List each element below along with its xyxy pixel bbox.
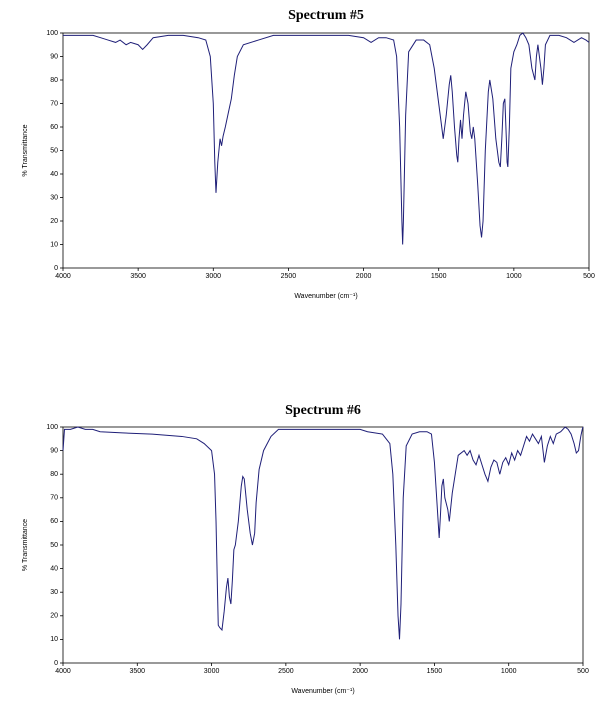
y-tick-label: 70 <box>50 100 58 107</box>
y-tick-label: 90 <box>50 53 58 60</box>
y-tick-label: 20 <box>50 613 58 620</box>
x-tick-label: 3500 <box>130 273 146 280</box>
y-tick-label: 50 <box>50 542 58 549</box>
y-tick-label: 10 <box>50 636 58 643</box>
x-tick-label: 3500 <box>129 668 145 675</box>
y-axis-label: % Transmittance <box>22 519 29 571</box>
y-tick-label: 100 <box>46 424 58 431</box>
x-tick-label: 1000 <box>506 273 522 280</box>
x-axis-label: Wavenumber (cm⁻¹) <box>294 293 357 300</box>
plot-area <box>62 32 590 269</box>
x-tick-label: 1500 <box>427 668 443 675</box>
y-tick-label: 10 <box>50 241 58 248</box>
y-tick-label: 90 <box>50 447 58 454</box>
x-tick-label: 2000 <box>352 668 368 675</box>
x-tick-label: 2500 <box>281 273 297 280</box>
x-tick-label: 1500 <box>431 273 447 280</box>
x-tick-label: 2000 <box>356 273 372 280</box>
y-tick-label: 80 <box>50 77 58 84</box>
y-tick-label: 20 <box>50 218 58 225</box>
x-tick-label: 1000 <box>501 668 517 675</box>
y-tick-label: 50 <box>50 147 58 154</box>
y-tick-label: 40 <box>50 565 58 572</box>
x-tick-label: 4000 <box>55 273 71 280</box>
x-tick-label: 3000 <box>205 273 221 280</box>
x-axis-label: Wavenumber (cm⁻¹) <box>291 688 354 695</box>
y-tick-label: 30 <box>50 589 58 596</box>
x-tick-label: 500 <box>583 273 595 280</box>
x-tick-label: 2500 <box>278 668 294 675</box>
y-tick-label: 60 <box>50 518 58 525</box>
plot-area <box>62 426 584 664</box>
y-tick-label: 0 <box>54 265 58 272</box>
y-tick-label: 80 <box>50 471 58 478</box>
y-tick-label: 100 <box>46 30 58 37</box>
spectrum-line <box>62 426 584 640</box>
y-tick-label: 40 <box>50 171 58 178</box>
y-tick-label: 70 <box>50 495 58 502</box>
chart-title: Spectrum #5 <box>288 8 364 23</box>
spectrum-line <box>63 32 590 245</box>
y-axis-label: % Transmittance <box>22 124 29 176</box>
chart-title: Spectrum #6 <box>285 403 361 418</box>
y-tick-label: 30 <box>50 194 58 201</box>
x-tick-label: 500 <box>577 668 589 675</box>
y-tick-label: 0 <box>54 660 58 667</box>
y-tick-label: 60 <box>50 124 58 131</box>
x-tick-label: 4000 <box>55 668 71 675</box>
x-tick-label: 3000 <box>204 668 220 675</box>
